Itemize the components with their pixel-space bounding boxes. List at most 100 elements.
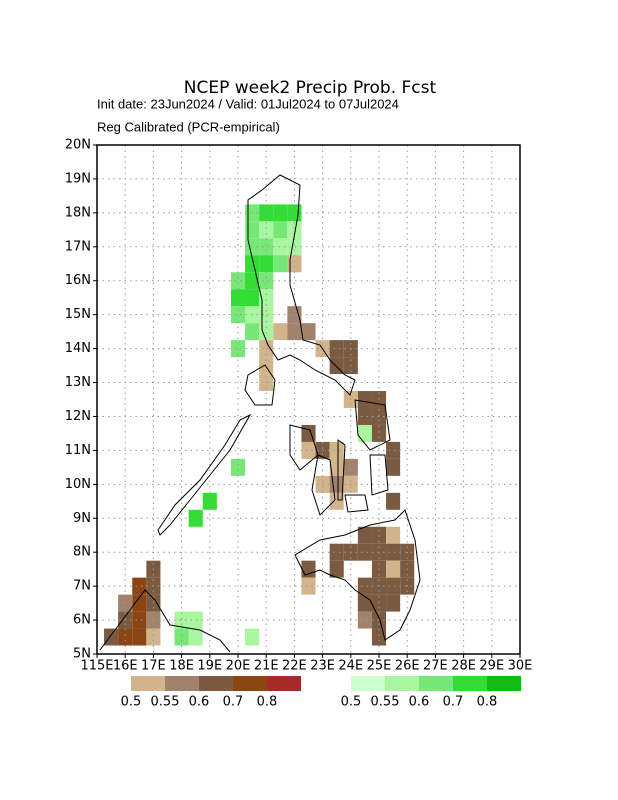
prob-cell (357, 577, 372, 595)
legend-label: 0.8 (477, 695, 498, 710)
prob-cell (259, 238, 274, 256)
prob-cell (371, 424, 387, 442)
x-tick-label: 24E (338, 659, 363, 674)
y-tick-label: 5N (73, 647, 91, 662)
legend: 0.5 0.55 0.6 0.7 0.8 0.5 0.55 0.6 0.7 0.8 (121, 676, 521, 710)
prob-cell (343, 458, 358, 476)
prob-cell (287, 306, 302, 324)
legend-label: 0.6 (189, 695, 210, 710)
legend-swatch (351, 676, 385, 691)
coastlines (99, 174, 421, 653)
prob-cell (329, 543, 344, 561)
map-subtitle: Init date: 23Jun2024 / Valid: 01Jul2024 … (97, 96, 399, 111)
y-tick-label: 19N (65, 171, 91, 186)
prob-cell (188, 628, 203, 646)
prob-cell (371, 526, 387, 544)
prob-cell (273, 238, 288, 256)
legend-label: 0.7 (223, 695, 244, 710)
legend-label: 0.5 (121, 695, 142, 710)
prob-cell (386, 577, 401, 595)
prob-cell (245, 628, 260, 646)
prob-cell (245, 323, 260, 341)
prob-cell (273, 323, 288, 341)
y-tick-label: 10N (65, 477, 91, 492)
y-tick-label: 6N (73, 613, 91, 628)
prob-cell (174, 611, 189, 629)
prob-cell (287, 221, 302, 239)
coastline (344, 494, 369, 513)
y-tick-label: 18N (65, 205, 91, 220)
prob-cell (357, 543, 372, 561)
coastline (369, 454, 389, 496)
prob-cell (287, 323, 302, 341)
legend-swatch (131, 676, 165, 691)
y-tick-label: 14N (65, 341, 91, 356)
prob-cell (118, 628, 133, 646)
y-tick-label: 9N (73, 511, 91, 526)
map-frame (96, 144, 521, 655)
y-tick-label: 12N (65, 409, 91, 424)
prob-cell (386, 594, 401, 612)
y-tick-label: 15N (65, 307, 91, 322)
prob-cell (259, 289, 274, 307)
x-tick-label: 20E (226, 659, 251, 674)
coastline (294, 509, 421, 641)
y-tick-label: 17N (65, 239, 91, 254)
prob-cell (132, 611, 147, 629)
prob-cell (188, 611, 203, 629)
x-tick-label: 23E (310, 659, 335, 674)
x-tick-label: 22E (282, 659, 307, 674)
prob-cell (259, 204, 274, 222)
prob-cell (259, 272, 274, 290)
prob-cell (245, 221, 260, 239)
legend-swatch (267, 676, 301, 691)
legend-label: 0.6 (409, 695, 430, 710)
legend-swatch (385, 676, 419, 691)
x-tick-label: 16E (113, 659, 138, 674)
legend-label: 0.8 (257, 695, 278, 710)
prob-cell (188, 509, 203, 527)
prob-cell (386, 458, 401, 476)
tick-layer: 115E 16E 17E 18E 19E 20E 21E 22E 23E 24E 25E 26E 27E… (65, 138, 533, 674)
x-tick-label: 28E (451, 659, 476, 674)
prob-cell (371, 594, 387, 612)
x-tick-label: 25E (367, 659, 392, 674)
coastline (311, 454, 336, 516)
x-tick-label: 27E (423, 659, 448, 674)
x-tick-label: 21E (254, 659, 279, 674)
legend-swatch (487, 676, 521, 691)
prob-cell (386, 441, 401, 459)
legend-swatch (453, 676, 487, 691)
prob-cell (329, 441, 344, 459)
prob-cell (132, 594, 147, 612)
prob-cell (104, 628, 119, 646)
coastline (244, 364, 276, 406)
coastline (337, 439, 346, 501)
y-tick-label: 7N (73, 579, 91, 594)
prob-cell (118, 594, 133, 612)
prob-cell (301, 441, 316, 459)
prob-cell (146, 628, 161, 646)
prob-cell (146, 594, 161, 612)
prob-cell (357, 391, 372, 408)
prob-cell (259, 221, 274, 239)
y-tick-label: 16N (65, 273, 91, 288)
prob-cell (230, 306, 246, 324)
prob-cell (230, 289, 246, 307)
prob-cell (357, 611, 372, 629)
prob-cell (174, 628, 189, 646)
prob-cell (329, 340, 344, 358)
legend-label: 0.7 (443, 695, 464, 710)
x-tick-label: 18E (169, 659, 194, 674)
prob-cell (301, 577, 316, 595)
legend-label: 0.55 (151, 695, 180, 710)
coastline (99, 589, 231, 653)
prob-cell (371, 628, 387, 646)
y-tick-label: 8N (73, 545, 91, 560)
map-note: Reg Calibrated (PCR-empirical) (97, 119, 280, 134)
y-tick-label: 11N (65, 443, 91, 458)
legend-swatch (419, 676, 453, 691)
prob-cell (259, 306, 274, 324)
prob-cell (245, 255, 260, 273)
prob-cell (287, 255, 302, 273)
